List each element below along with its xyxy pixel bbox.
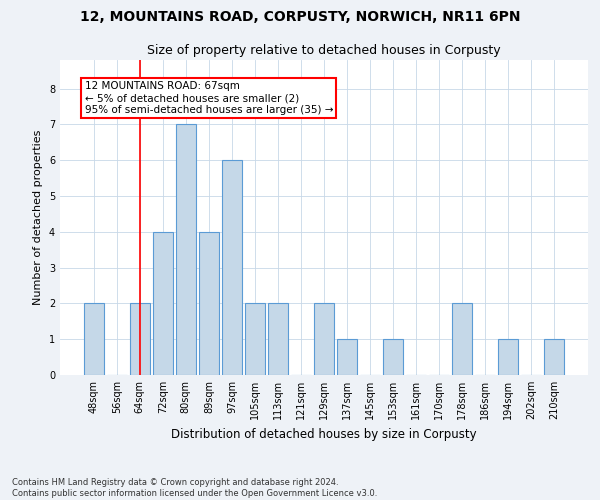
Bar bbox=[499, 339, 518, 375]
Bar bbox=[314, 304, 334, 375]
Text: 12 MOUNTAINS ROAD: 67sqm
← 5% of detached houses are smaller (2)
95% of semi-det: 12 MOUNTAINS ROAD: 67sqm ← 5% of detache… bbox=[85, 82, 333, 114]
Text: 12, MOUNTAINS ROAD, CORPUSTY, NORWICH, NR11 6PN: 12, MOUNTAINS ROAD, CORPUSTY, NORWICH, N… bbox=[80, 10, 520, 24]
Bar bbox=[222, 160, 242, 375]
Y-axis label: Number of detached properties: Number of detached properties bbox=[34, 130, 43, 305]
Bar bbox=[337, 339, 357, 375]
Bar bbox=[268, 304, 288, 375]
Bar bbox=[452, 304, 472, 375]
Bar bbox=[245, 304, 265, 375]
Bar bbox=[176, 124, 196, 375]
Bar bbox=[84, 304, 104, 375]
Title: Size of property relative to detached houses in Corpusty: Size of property relative to detached ho… bbox=[147, 44, 501, 58]
Text: Contains HM Land Registry data © Crown copyright and database right 2024.
Contai: Contains HM Land Registry data © Crown c… bbox=[12, 478, 377, 498]
X-axis label: Distribution of detached houses by size in Corpusty: Distribution of detached houses by size … bbox=[171, 428, 477, 440]
Bar bbox=[199, 232, 218, 375]
Bar bbox=[383, 339, 403, 375]
Bar bbox=[544, 339, 564, 375]
Bar bbox=[153, 232, 173, 375]
Bar bbox=[130, 304, 149, 375]
